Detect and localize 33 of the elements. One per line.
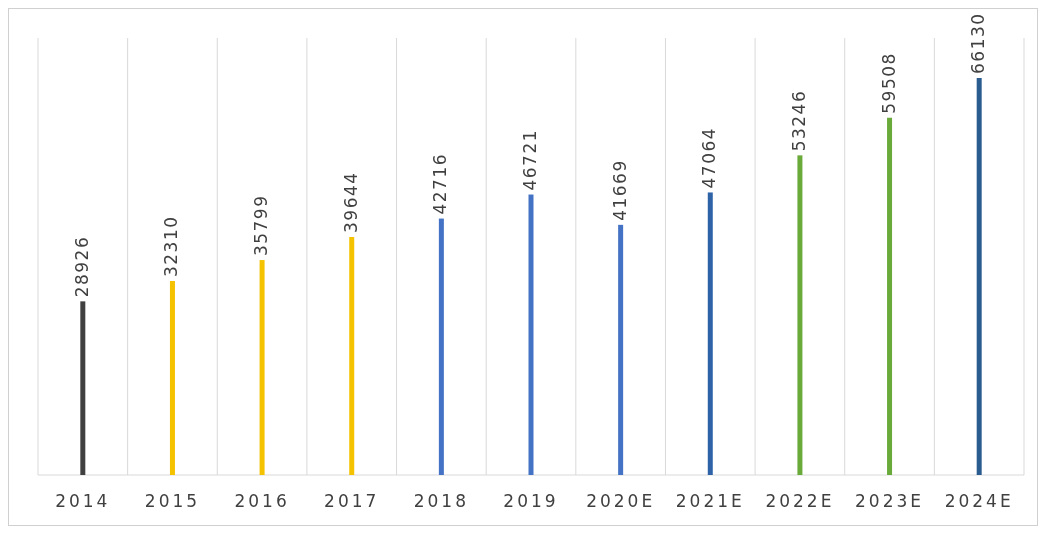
bar bbox=[349, 237, 355, 475]
bar bbox=[80, 301, 86, 475]
data-label: 46721 bbox=[520, 128, 540, 191]
bar bbox=[976, 78, 982, 475]
data-label: 35799 bbox=[251, 194, 272, 257]
x-tick-label: 2017 bbox=[324, 491, 380, 511]
x-tick-label: 2024E bbox=[944, 491, 1014, 511]
bar bbox=[887, 117, 893, 475]
data-label: 47064 bbox=[699, 126, 720, 189]
x-tick-label: 2018 bbox=[413, 491, 469, 511]
bar bbox=[169, 281, 175, 475]
data-label: 39644 bbox=[340, 171, 361, 233]
bar bbox=[618, 224, 624, 475]
data-label: 66130 bbox=[968, 12, 989, 74]
x-tick-label: 2023E bbox=[855, 491, 925, 511]
bar bbox=[438, 218, 444, 475]
data-label: 32310 bbox=[161, 215, 182, 278]
data-label: 53246 bbox=[788, 89, 809, 152]
bar bbox=[259, 260, 265, 475]
x-tick-label: 2021E bbox=[675, 491, 745, 511]
x-tick-label: 2020E bbox=[586, 491, 656, 511]
bar bbox=[528, 194, 534, 475]
data-label: 42716 bbox=[430, 152, 451, 215]
data-label: 41669 bbox=[609, 159, 630, 221]
data-label: 59508 bbox=[878, 52, 899, 114]
x-tick-label: 2014 bbox=[55, 491, 111, 511]
x-tick-label: 2019 bbox=[503, 491, 559, 511]
bar bbox=[707, 192, 713, 475]
x-tick-label: 2022E bbox=[765, 491, 835, 511]
data-label: 28926 bbox=[71, 235, 92, 298]
x-tick-label: 2015 bbox=[144, 491, 201, 511]
x-tick-label: 2016 bbox=[234, 491, 290, 511]
bar bbox=[797, 155, 803, 475]
